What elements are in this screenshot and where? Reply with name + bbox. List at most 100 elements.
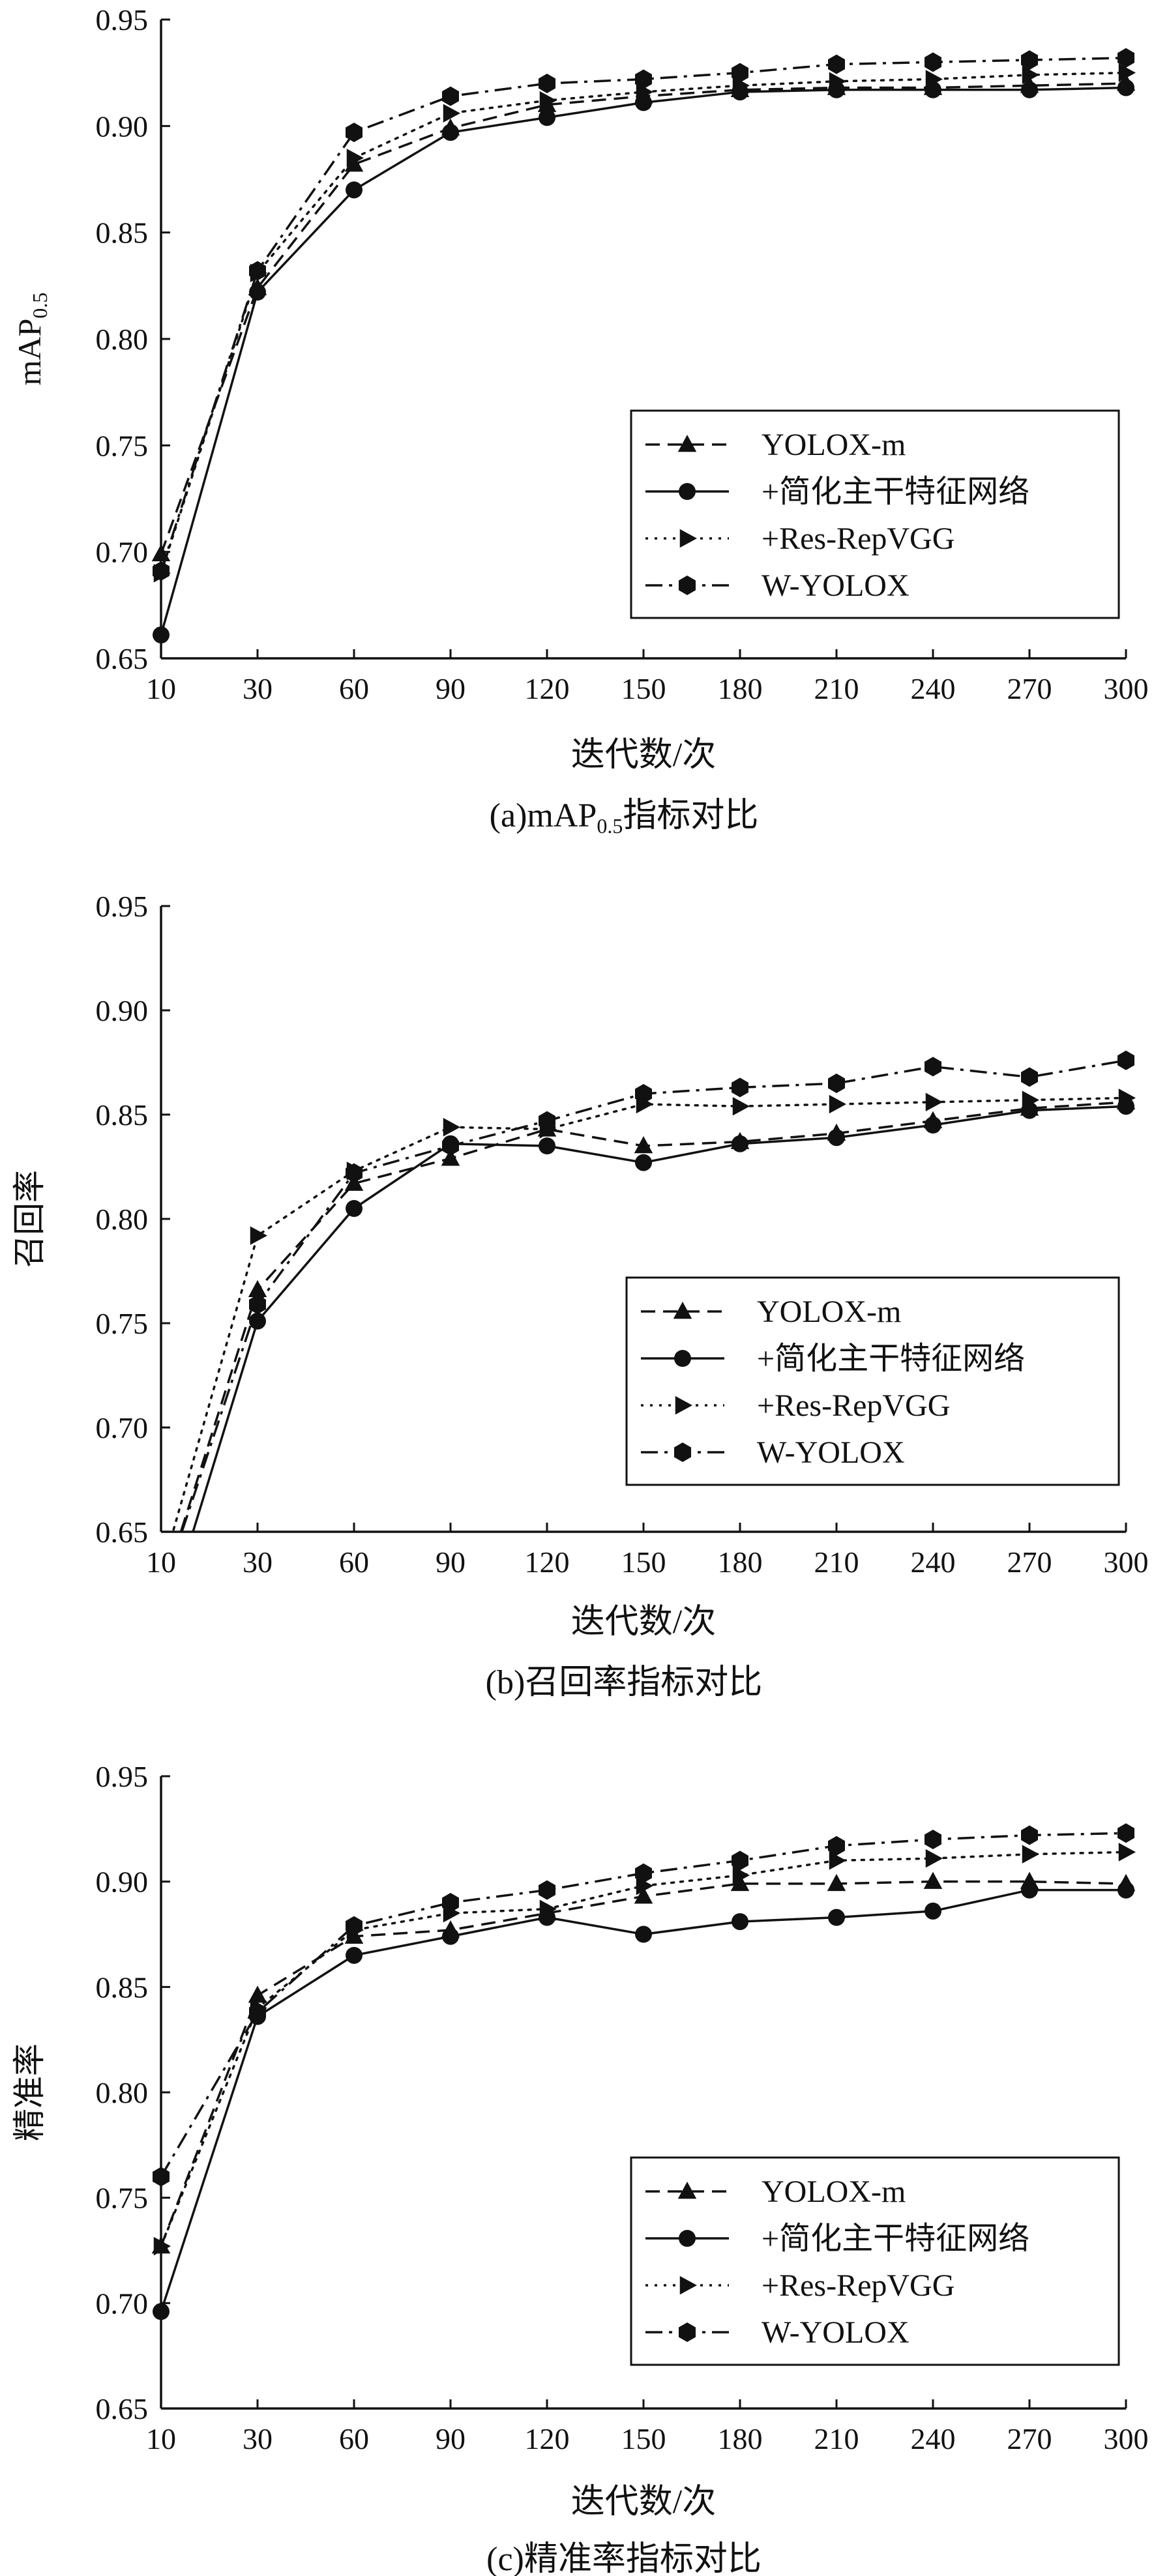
y-tick-label: 0.90 — [96, 1866, 149, 1899]
x-tick-label: 180 — [718, 2422, 763, 2455]
data-point — [1021, 1825, 1038, 1845]
data-point — [732, 1851, 748, 1871]
legend-item: W-YOLOX — [645, 2315, 910, 2350]
data-point — [346, 181, 363, 199]
data-point — [635, 1925, 652, 1943]
data-point — [828, 1074, 845, 1093]
data-point — [925, 1830, 941, 1849]
data-point — [829, 72, 846, 91]
legend: YOLOX-m +简化主干特征网络 +Res-RepVGG W-YOLOX — [625, 1276, 1120, 1486]
y-tick-label: 0.80 — [96, 1203, 149, 1236]
data-point — [635, 1154, 652, 1171]
legend-label: YOLOX-m — [757, 1295, 901, 1329]
y-tick-label: 0.90 — [96, 110, 149, 143]
data-point — [539, 1111, 555, 1131]
chart-panel-c: 0.65 0.70 0.75 0.80 0.85 0.90 0.95 10 30 60 90 120 1… — [11, 1760, 1149, 2576]
x-tick-label: 90 — [436, 1545, 466, 1579]
data-point — [153, 2303, 170, 2320]
legend-label: W-YOLOX — [757, 1435, 905, 1470]
x-tick-label: 210 — [814, 1545, 859, 1579]
x-tick-label: 30 — [243, 1545, 273, 1579]
y-tick-label: 0.75 — [96, 429, 149, 462]
series-4 — [153, 1823, 1134, 2187]
data-point — [539, 1880, 555, 1900]
data-point — [925, 1902, 941, 1920]
x-tick-label: 150 — [621, 672, 666, 705]
data-point — [442, 124, 459, 141]
data-point — [925, 1057, 941, 1077]
chart-panel-b: 0.65 0.70 0.75 0.80 0.85 0.90 0.95 10 30 60 90 120 1… — [11, 890, 1149, 1701]
data-point — [732, 1866, 750, 1885]
x-tick-label: 270 — [1007, 1545, 1052, 1579]
series-4 — [181, 1050, 1134, 1532]
y-tick-label: 0.95 — [96, 1760, 149, 1793]
data-point — [828, 1909, 845, 1926]
data-point — [1021, 50, 1038, 70]
data-point — [732, 63, 748, 83]
data-point — [249, 1295, 266, 1315]
legend-marker — [679, 2276, 697, 2295]
data-point — [1118, 63, 1136, 82]
y-axis-label: 精准率 — [11, 2043, 48, 2141]
data-point — [250, 1226, 267, 1245]
data-point — [829, 1851, 846, 1870]
data-point — [539, 1137, 555, 1154]
legend-label: W-YOLOX — [762, 2315, 910, 2350]
data-point — [153, 626, 170, 644]
y-tick-label: 0.80 — [96, 2076, 149, 2109]
y-axis-label-subscript: 0.5 — [28, 293, 52, 319]
legend-marker — [679, 576, 696, 595]
legend-marker — [679, 2322, 696, 2342]
data-point — [1021, 1067, 1038, 1087]
legend-marker — [674, 1442, 691, 1462]
y-tick-label: 0.85 — [96, 1098, 149, 1132]
series-4 — [153, 48, 1134, 581]
x-tick-label: 150 — [621, 2422, 666, 2455]
data-point — [635, 69, 652, 89]
data-point — [925, 1092, 943, 1112]
data-point — [249, 284, 266, 301]
data-point — [249, 2002, 266, 2023]
legend-marker — [675, 1396, 692, 1415]
data-point — [443, 1117, 460, 1137]
data-point — [346, 1946, 363, 1964]
data-point — [1022, 1090, 1039, 1109]
x-tick-label: 270 — [1007, 2422, 1052, 2455]
legend-label: YOLOX-m — [762, 428, 906, 462]
y-tick-label: 0.95 — [96, 3, 149, 37]
y-axis-label: 召回率 — [11, 1170, 48, 1268]
x-tick-label: 300 — [1104, 1545, 1149, 1579]
x-tick-label: 240 — [911, 2422, 956, 2455]
data-point — [1022, 1845, 1039, 1864]
data-point — [346, 1916, 363, 1936]
legend-item: +Res-RepVGG — [645, 521, 954, 556]
legend: YOLOX-m +简化主干特征网络 +Res-RepVGG W-YOLOX — [630, 2156, 1120, 2366]
x-tick-label: 120 — [525, 672, 570, 705]
y-tick-label: 0.75 — [96, 2182, 149, 2215]
data-point — [539, 109, 555, 126]
y-tick-label: 0.95 — [96, 890, 149, 923]
legend-marker — [679, 2230, 696, 2247]
data-point — [635, 1084, 652, 1104]
x-tick-label: 30 — [243, 672, 273, 705]
data-point — [346, 1200, 363, 1217]
legend-item: YOLOX-m — [645, 428, 906, 462]
series-2 — [153, 1881, 1134, 2320]
x-tick-label: 120 — [525, 2422, 570, 2455]
y-tick-label: 0.90 — [96, 994, 149, 1027]
data-point — [829, 1094, 846, 1114]
x-axis-label: 迭代数/次 — [571, 1603, 716, 1641]
data-point — [1021, 81, 1038, 98]
chart-caption: (a)mAP0.5指标对比 — [490, 797, 759, 838]
data-point — [635, 1863, 652, 1883]
data-point — [828, 1129, 845, 1147]
data-point — [925, 52, 941, 72]
data-point — [1117, 1823, 1134, 1843]
data-point — [925, 1117, 941, 1134]
x-axis-label: 迭代数/次 — [571, 737, 716, 774]
data-point — [828, 54, 845, 74]
data-point — [153, 2236, 171, 2256]
legend-label: +简化主干特征网络 — [762, 2221, 1029, 2256]
data-point — [732, 76, 750, 95]
